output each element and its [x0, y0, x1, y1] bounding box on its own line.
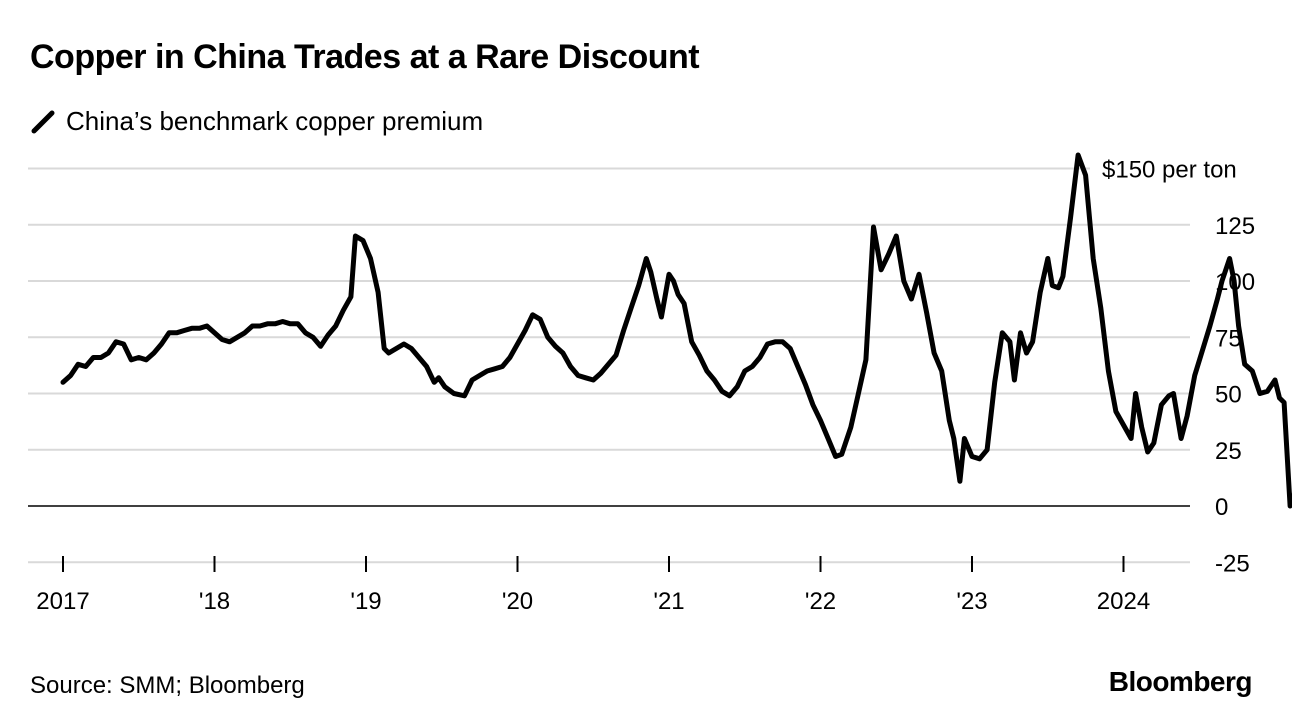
bloomberg-logo: Bloomberg [1108, 666, 1253, 697]
x-tick-label: 2024 [1097, 588, 1150, 615]
x-tick-label: '22 [805, 588, 836, 615]
y-tick-label: 125 [1215, 213, 1255, 240]
x-tick-label: 2017 [36, 588, 89, 615]
y-tick-label: 0 [1215, 494, 1228, 521]
x-axis-ticks: 2017 '18 '19 '20 '21 '22 '23 2024 [36, 556, 1150, 615]
series-line-copper-premium [60, 152, 1292, 509]
x-tick-label: '20 [502, 588, 533, 615]
source-note: Source: SMM; Bloomberg [30, 672, 305, 699]
chart-title: Copper in China Trades at a Rare Discoun… [30, 38, 700, 76]
x-tick-label: '18 [199, 588, 230, 615]
y-tick-label: -25 [1215, 550, 1250, 577]
y-tick-label: $150 per ton [1102, 157, 1237, 184]
y-tick-label: 25 [1215, 438, 1242, 465]
x-tick-label: '23 [956, 588, 987, 615]
legend-label: China’s benchmark copper premium [66, 106, 484, 136]
x-tick-label: '19 [350, 588, 381, 615]
x-tick-label: '21 [653, 588, 684, 615]
y-tick-label: 50 [1215, 382, 1242, 409]
legend: China’s benchmark copper premium [30, 106, 483, 137]
line-swatch-icon [31, 110, 55, 133]
